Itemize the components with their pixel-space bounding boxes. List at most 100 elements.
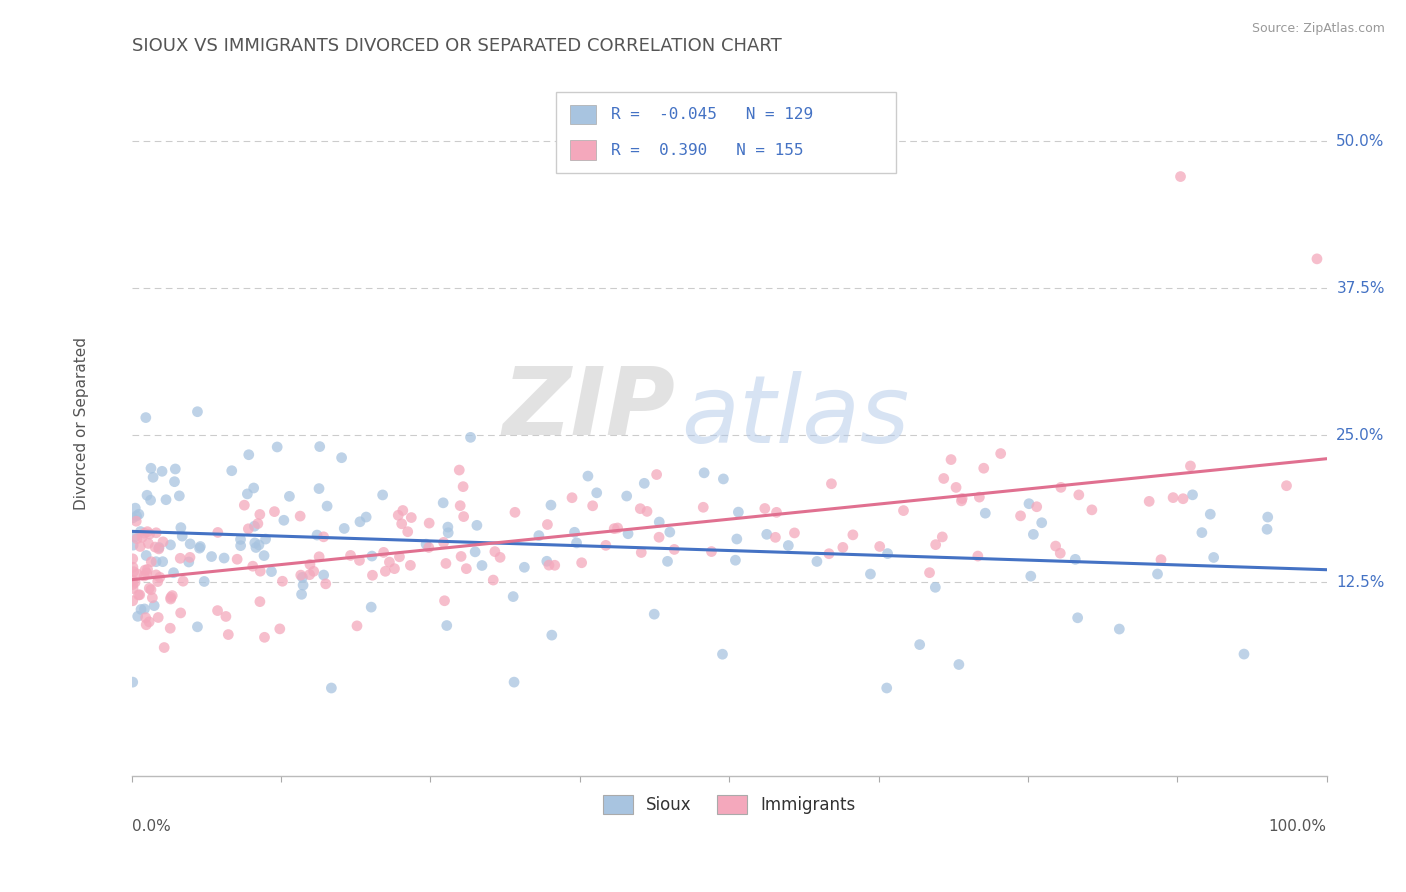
Point [1022, 527, 1045, 541]
Point [122, 565, 145, 579]
Point [628, 501, 651, 516]
Point [298, 567, 321, 582]
Point [924, 538, 946, 552]
Point [233, 498, 256, 512]
Point [152, 555, 174, 569]
Point [418, 541, 440, 555]
Point [571, 556, 593, 570]
Point [1018, 497, 1040, 511]
Point [169, 489, 191, 503]
Point [1181, 488, 1204, 502]
Point [361, 568, 384, 582]
Point [436, 618, 458, 632]
Point [124, 530, 146, 544]
Point [200, 549, 222, 564]
Legend: Sioux, Immigrants: Sioux, Immigrants [596, 789, 862, 821]
Point [207, 525, 229, 540]
Point [229, 533, 252, 547]
Point [148, 541, 170, 555]
Point [134, 569, 156, 583]
Point [648, 530, 671, 544]
Point [354, 510, 377, 524]
Point [124, 501, 146, 516]
Point [908, 638, 931, 652]
Point [503, 505, 526, 519]
Point [502, 590, 524, 604]
Point [434, 557, 457, 571]
Point [1045, 539, 1067, 553]
Point [339, 549, 361, 563]
Point [143, 599, 166, 613]
Point [124, 575, 146, 590]
Point [159, 592, 181, 607]
Point [859, 567, 882, 582]
Point [1306, 252, 1329, 266]
Point [1180, 458, 1202, 473]
Point [565, 536, 588, 550]
Point [245, 541, 267, 555]
Point [1108, 622, 1130, 636]
Point [186, 620, 208, 634]
Point [537, 558, 560, 573]
Point [121, 675, 143, 690]
Point [212, 551, 235, 566]
Point [711, 647, 734, 661]
Point [217, 627, 239, 641]
Point [387, 508, 409, 523]
Point [153, 640, 176, 655]
Point [453, 509, 475, 524]
Point [330, 450, 353, 465]
Point [193, 574, 215, 589]
Point [606, 521, 628, 535]
Point [308, 549, 330, 564]
Point [1019, 569, 1042, 583]
Point [432, 496, 454, 510]
Point [134, 563, 156, 577]
Point [145, 567, 167, 582]
Point [693, 466, 716, 480]
Point [1025, 500, 1047, 514]
Point [141, 555, 163, 569]
Point [484, 544, 506, 558]
Point [186, 405, 208, 419]
Point [128, 588, 150, 602]
Point [360, 600, 382, 615]
Point [159, 538, 181, 552]
Point [513, 560, 536, 574]
Point [657, 554, 679, 568]
Point [308, 482, 330, 496]
Point [945, 480, 967, 494]
Text: Divorced or Separated: Divorced or Separated [75, 337, 89, 510]
Point [820, 476, 842, 491]
Point [236, 487, 259, 501]
Point [136, 488, 159, 502]
Point [576, 469, 599, 483]
Point [536, 517, 558, 532]
Point [489, 550, 512, 565]
Point [456, 562, 478, 576]
Point [643, 607, 665, 622]
Point [288, 509, 311, 524]
Point [138, 527, 160, 541]
Point [1146, 567, 1168, 582]
Point [361, 549, 384, 563]
Point [451, 480, 474, 494]
Point [122, 538, 145, 552]
Point [396, 524, 419, 539]
Point [582, 499, 605, 513]
Point [869, 540, 891, 554]
Point [876, 547, 898, 561]
Point [460, 430, 482, 444]
Point [315, 577, 337, 591]
Point [135, 610, 157, 624]
Point [305, 528, 328, 542]
Point [527, 528, 550, 542]
Point [1170, 169, 1192, 184]
Point [302, 564, 325, 578]
Point [471, 558, 494, 573]
Point [136, 524, 159, 539]
Point [595, 538, 617, 552]
Text: 12.5%: 12.5% [1336, 574, 1385, 590]
Point [188, 540, 211, 554]
Point [503, 675, 526, 690]
